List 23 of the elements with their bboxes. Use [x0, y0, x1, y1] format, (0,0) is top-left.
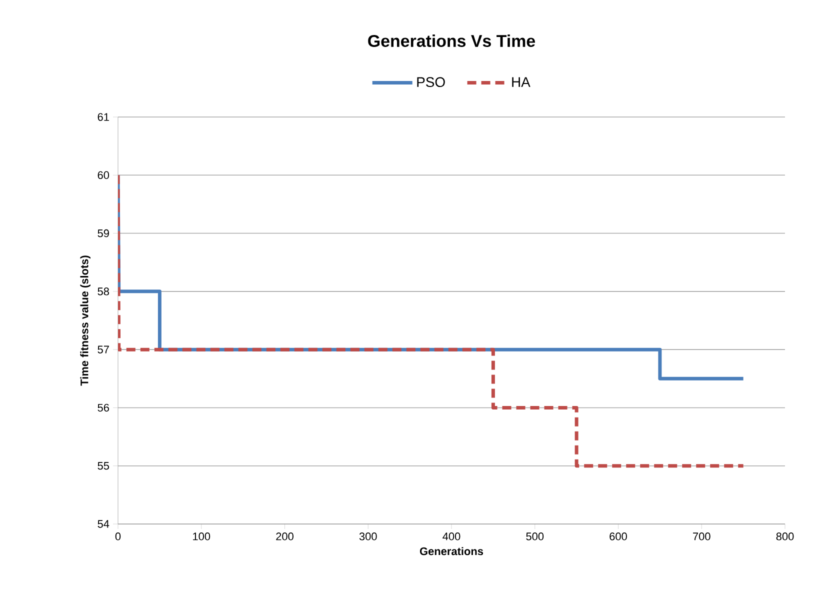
y-tick-label: 55: [98, 462, 110, 470]
x-tick-label: 400: [442, 532, 460, 540]
y-tick-label: 58: [98, 288, 109, 296]
y-axis-title: Time fitness value (slots): [80, 256, 90, 386]
x-tick-label: 500: [526, 532, 544, 540]
x-tick-label: 700: [693, 532, 710, 540]
y-tick-label: 54: [98, 520, 110, 528]
legend-label: PSO: [417, 77, 445, 88]
x-axis-title: Generations: [420, 547, 484, 556]
y-tick-label: 56: [98, 404, 109, 412]
x-tick-label: 0: [115, 532, 121, 540]
legend-label: HA: [512, 77, 530, 87]
line-series: [118, 173, 746, 468]
y-tick-label: 57: [98, 346, 109, 354]
y-tick-label: 59: [98, 229, 109, 238]
y-tick-label: 60: [98, 171, 110, 180]
x-tick-label: 100: [193, 532, 210, 540]
y-tick-label: 61: [98, 113, 109, 121]
x-tick-label: 200: [276, 532, 294, 540]
x-tick-label: 300: [359, 532, 377, 540]
x-tick-label: 600: [610, 532, 627, 540]
x-tick-label: 800: [776, 532, 794, 540]
chart-title: Generations Vs Time: [368, 34, 536, 47]
